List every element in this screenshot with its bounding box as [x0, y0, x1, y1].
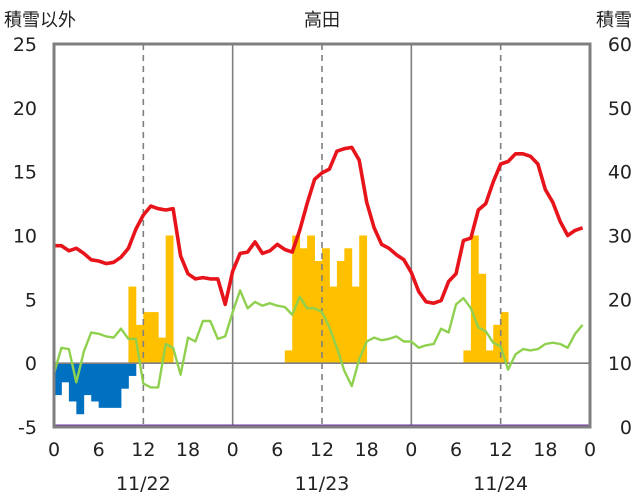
left-tick-label: -5: [18, 417, 37, 439]
bar: [485, 350, 494, 364]
bar: [135, 324, 144, 364]
bar: [329, 286, 338, 364]
bar: [336, 261, 345, 364]
right-axis-label: 積雪: [596, 10, 632, 31]
x-tick-label: 6: [450, 439, 462, 461]
right-tick-label: 40: [608, 162, 632, 184]
x-tick-label: 12: [131, 439, 155, 461]
plot-frame: [52, 42, 592, 429]
x-tick-label: 18: [176, 439, 200, 461]
left-tick-label: 20: [13, 98, 37, 120]
x-tick-label: 0: [48, 439, 60, 461]
bar: [106, 363, 114, 408]
bar: [359, 235, 368, 364]
bar: [344, 248, 353, 364]
date-label: 11/23: [295, 473, 350, 495]
bar: [121, 363, 129, 389]
bar: [91, 363, 100, 402]
chart-title: 高田: [304, 10, 340, 31]
x-tick-label: 18: [533, 439, 557, 461]
bar: [463, 350, 472, 364]
x-tick-label: 6: [93, 439, 105, 461]
left-tick-label: 0: [25, 353, 37, 375]
series-line: [54, 145, 584, 307]
x-tick-label: 0: [584, 439, 596, 461]
right-tick-label: 50: [608, 98, 632, 120]
labels-layer: 積雪以外 高田 積雪: [4, 10, 632, 31]
bar: [54, 363, 62, 396]
left-axis-label: 積雪以外: [4, 10, 76, 31]
bar: [143, 312, 152, 364]
bar: [61, 363, 70, 383]
grid-layer: [54, 44, 590, 427]
x-tick-label: 0: [227, 439, 239, 461]
bar: [98, 363, 107, 408]
bar: [292, 235, 301, 364]
x-tick-label: 6: [271, 439, 283, 461]
bar: [284, 350, 293, 364]
bar: [83, 363, 92, 396]
date-label: 11/22: [116, 473, 171, 495]
bar: [351, 286, 360, 364]
right-tick-label: 10: [608, 353, 632, 375]
right-tick-label: 60: [608, 34, 632, 56]
left-tick-label: 10: [13, 226, 37, 248]
left-tick-label: 25: [13, 34, 37, 56]
bar: [314, 261, 323, 364]
right-tick-label: 0: [620, 417, 632, 439]
x-tick-label: 12: [489, 439, 513, 461]
bar: [322, 248, 330, 364]
x-tick-label: 12: [310, 439, 334, 461]
bar: [478, 273, 487, 364]
right-tick-label: 20: [608, 289, 632, 311]
bar: [299, 248, 308, 364]
bar: [500, 312, 509, 364]
bar: [113, 363, 122, 408]
x-tick-label: 18: [355, 439, 379, 461]
left-tick-label: 15: [13, 162, 37, 184]
bar: [307, 235, 315, 364]
right-tick-label: 30: [608, 226, 632, 248]
x-tick-label: 0: [405, 439, 417, 461]
bar: [128, 363, 137, 376]
bar: [470, 235, 479, 364]
series-line: [52, 289, 584, 389]
left-tick-label: 5: [25, 289, 37, 311]
bars-layer: [54, 235, 509, 415]
bar: [165, 235, 174, 364]
bar: [158, 337, 167, 364]
date-label: 11/24: [473, 473, 528, 495]
bar: [150, 312, 159, 364]
bar: [76, 363, 85, 415]
bar: [128, 286, 137, 364]
bar: [68, 363, 77, 402]
